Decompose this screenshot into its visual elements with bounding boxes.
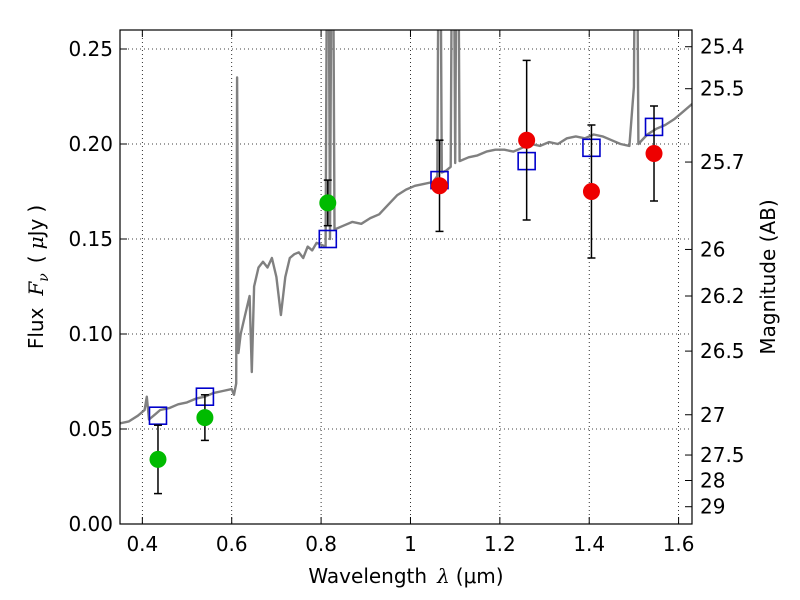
y2-axis-title: Magnitude (AB) bbox=[756, 199, 780, 354]
y-axis-title: FluxFν(μJy) bbox=[24, 205, 52, 349]
plot-frame bbox=[119, 29, 693, 525]
model-square bbox=[148, 406, 168, 426]
data-point bbox=[518, 131, 536, 149]
x-tick-label: 1.6 bbox=[663, 532, 695, 556]
y2-tick-label: 26 bbox=[700, 237, 725, 261]
y2-tick-label: 28 bbox=[700, 468, 725, 492]
plot-area bbox=[120, 30, 692, 524]
ticks: 0.4 0.6 0.8 1 1.2 1.4 1.6 0.00 0.05 0.10 0.15 0.20 0… bbox=[68, 30, 745, 556]
x-tick-label: 1.4 bbox=[573, 532, 605, 556]
y-tick-label: 0.20 bbox=[68, 132, 113, 156]
y2-tick-label: 27.5 bbox=[700, 443, 745, 467]
y2-tick-label: 25.7 bbox=[700, 150, 745, 174]
x-tick-label: 1.2 bbox=[484, 532, 516, 556]
y2-tick-label: 26.5 bbox=[700, 339, 745, 363]
y-tick-label: 0.15 bbox=[68, 227, 113, 251]
data-point bbox=[431, 177, 449, 195]
data-layer bbox=[120, 30, 692, 495]
y-tick-label: 0.05 bbox=[68, 417, 113, 441]
y-tick-label: 0.10 bbox=[68, 322, 113, 346]
y2-tick-label: 29 bbox=[700, 495, 725, 519]
x-tick-label: 0.6 bbox=[216, 532, 248, 556]
data-point bbox=[582, 183, 600, 200]
x-tick-label: 1 bbox=[404, 532, 417, 556]
y2-tick-label: 25.5 bbox=[700, 77, 745, 101]
x-tick-label: 0.4 bbox=[126, 532, 158, 556]
y-tick-label: 0.00 bbox=[68, 512, 113, 536]
x-tick-label: 0.8 bbox=[305, 532, 337, 556]
data-point bbox=[149, 450, 167, 468]
y-tick-label: 0.25 bbox=[68, 37, 113, 61]
y2-tick-label: 25.4 bbox=[700, 35, 745, 59]
y2-tick-label: 27 bbox=[700, 403, 725, 427]
data-point bbox=[645, 145, 663, 162]
model-square bbox=[318, 229, 338, 249]
data-point bbox=[196, 409, 214, 427]
data-point bbox=[319, 194, 337, 212]
x-axis-title: Wavelength λ (μm) bbox=[308, 564, 503, 588]
spectrum-line bbox=[120, 30, 692, 425]
y2-tick-label: 26.2 bbox=[700, 284, 745, 308]
